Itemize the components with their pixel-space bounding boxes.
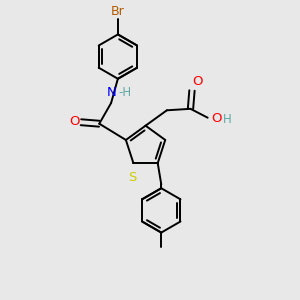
Text: -H: -H [119, 86, 132, 100]
Text: H: H [223, 113, 232, 126]
Text: N: N [107, 86, 117, 100]
Text: O: O [69, 115, 80, 128]
Text: O: O [193, 74, 203, 88]
Text: Br: Br [111, 4, 125, 18]
Text: O: O [211, 112, 222, 125]
Text: S: S [128, 171, 136, 184]
